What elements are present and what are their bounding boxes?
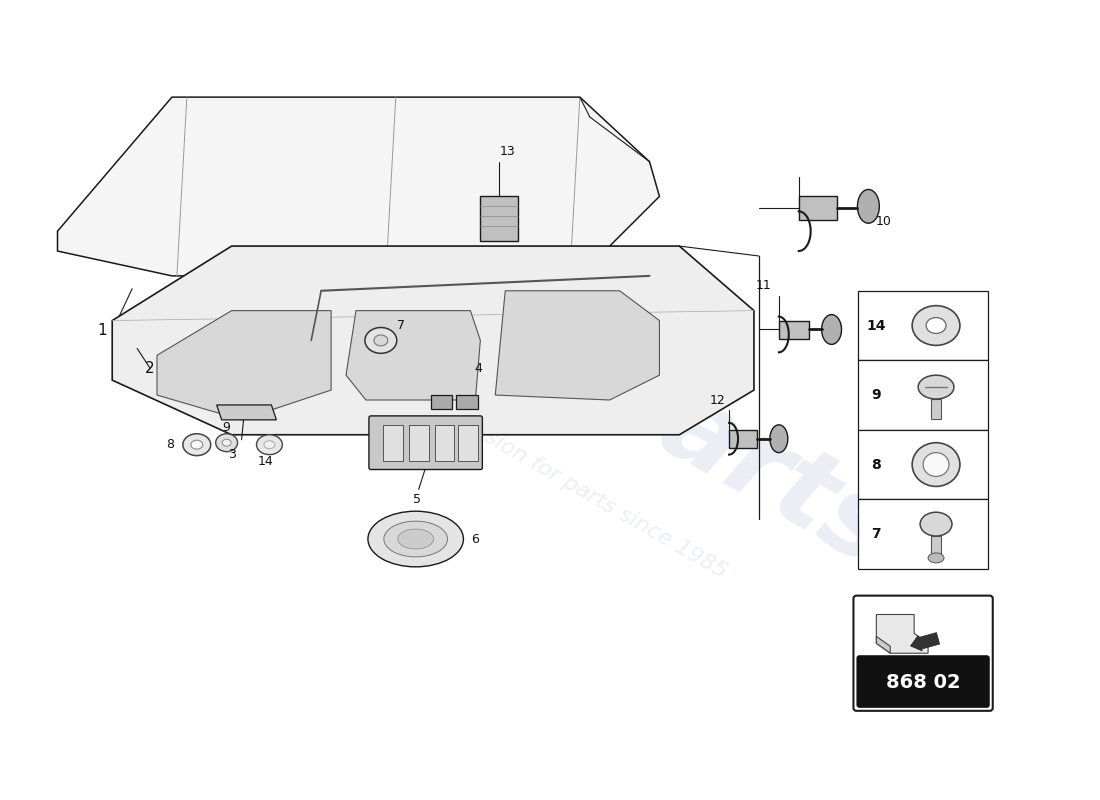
Ellipse shape: [374, 335, 388, 346]
Bar: [481, 197, 518, 241]
Bar: [779, 321, 808, 339]
Text: 8: 8: [166, 438, 174, 451]
Text: 11: 11: [756, 279, 772, 292]
FancyArrow shape: [911, 633, 939, 651]
Ellipse shape: [912, 306, 960, 346]
Polygon shape: [495, 290, 659, 400]
Ellipse shape: [770, 425, 788, 453]
Bar: [383, 425, 403, 461]
Polygon shape: [217, 405, 276, 420]
Text: 5: 5: [412, 493, 420, 506]
Text: a passion for parts since 1985: a passion for parts since 1985: [429, 397, 730, 582]
Text: 10: 10: [876, 214, 891, 228]
Text: 7: 7: [871, 527, 881, 541]
Ellipse shape: [384, 521, 448, 557]
Text: 7: 7: [397, 319, 405, 332]
Ellipse shape: [190, 440, 202, 449]
Bar: [858, 360, 988, 430]
Ellipse shape: [222, 439, 231, 446]
Text: 14: 14: [257, 455, 273, 468]
Bar: [430, 395, 452, 409]
Ellipse shape: [920, 512, 951, 536]
Ellipse shape: [918, 375, 954, 399]
Ellipse shape: [183, 434, 211, 456]
Bar: [459, 425, 478, 461]
Polygon shape: [877, 636, 890, 654]
Bar: [858, 499, 988, 569]
Bar: [799, 197, 836, 220]
Text: 8: 8: [871, 458, 881, 471]
Bar: [456, 395, 478, 409]
Bar: [931, 536, 940, 558]
Ellipse shape: [822, 314, 842, 344]
FancyBboxPatch shape: [857, 655, 990, 708]
Ellipse shape: [256, 434, 283, 454]
Bar: [858, 430, 988, 499]
Text: 13: 13: [499, 146, 515, 158]
Polygon shape: [112, 246, 754, 434]
Text: 3: 3: [228, 448, 235, 461]
Text: 4: 4: [474, 362, 482, 374]
Bar: [409, 425, 429, 461]
Polygon shape: [877, 614, 928, 654]
Bar: [931, 399, 940, 419]
Text: 1: 1: [98, 323, 107, 338]
Polygon shape: [57, 97, 659, 276]
Ellipse shape: [216, 434, 238, 452]
Text: 868 02: 868 02: [886, 673, 960, 691]
Ellipse shape: [264, 441, 275, 449]
Ellipse shape: [923, 453, 949, 477]
Ellipse shape: [912, 442, 960, 486]
Text: 14: 14: [867, 318, 887, 333]
Text: 9: 9: [871, 388, 881, 402]
Text: 6: 6: [472, 533, 480, 546]
Bar: [859, 658, 987, 705]
Ellipse shape: [367, 511, 463, 567]
Ellipse shape: [928, 553, 944, 563]
FancyBboxPatch shape: [854, 596, 993, 711]
FancyBboxPatch shape: [368, 416, 482, 470]
Bar: [434, 425, 454, 461]
Polygon shape: [157, 310, 331, 420]
Ellipse shape: [926, 318, 946, 334]
Text: 12: 12: [710, 394, 725, 406]
Ellipse shape: [398, 529, 433, 549]
Ellipse shape: [365, 327, 397, 354]
Bar: [858, 290, 988, 360]
Text: europarts: europarts: [327, 190, 912, 590]
Polygon shape: [346, 310, 481, 400]
Ellipse shape: [857, 190, 879, 223]
Text: 9: 9: [222, 422, 231, 434]
Bar: [729, 430, 757, 448]
Text: 2: 2: [145, 361, 155, 376]
